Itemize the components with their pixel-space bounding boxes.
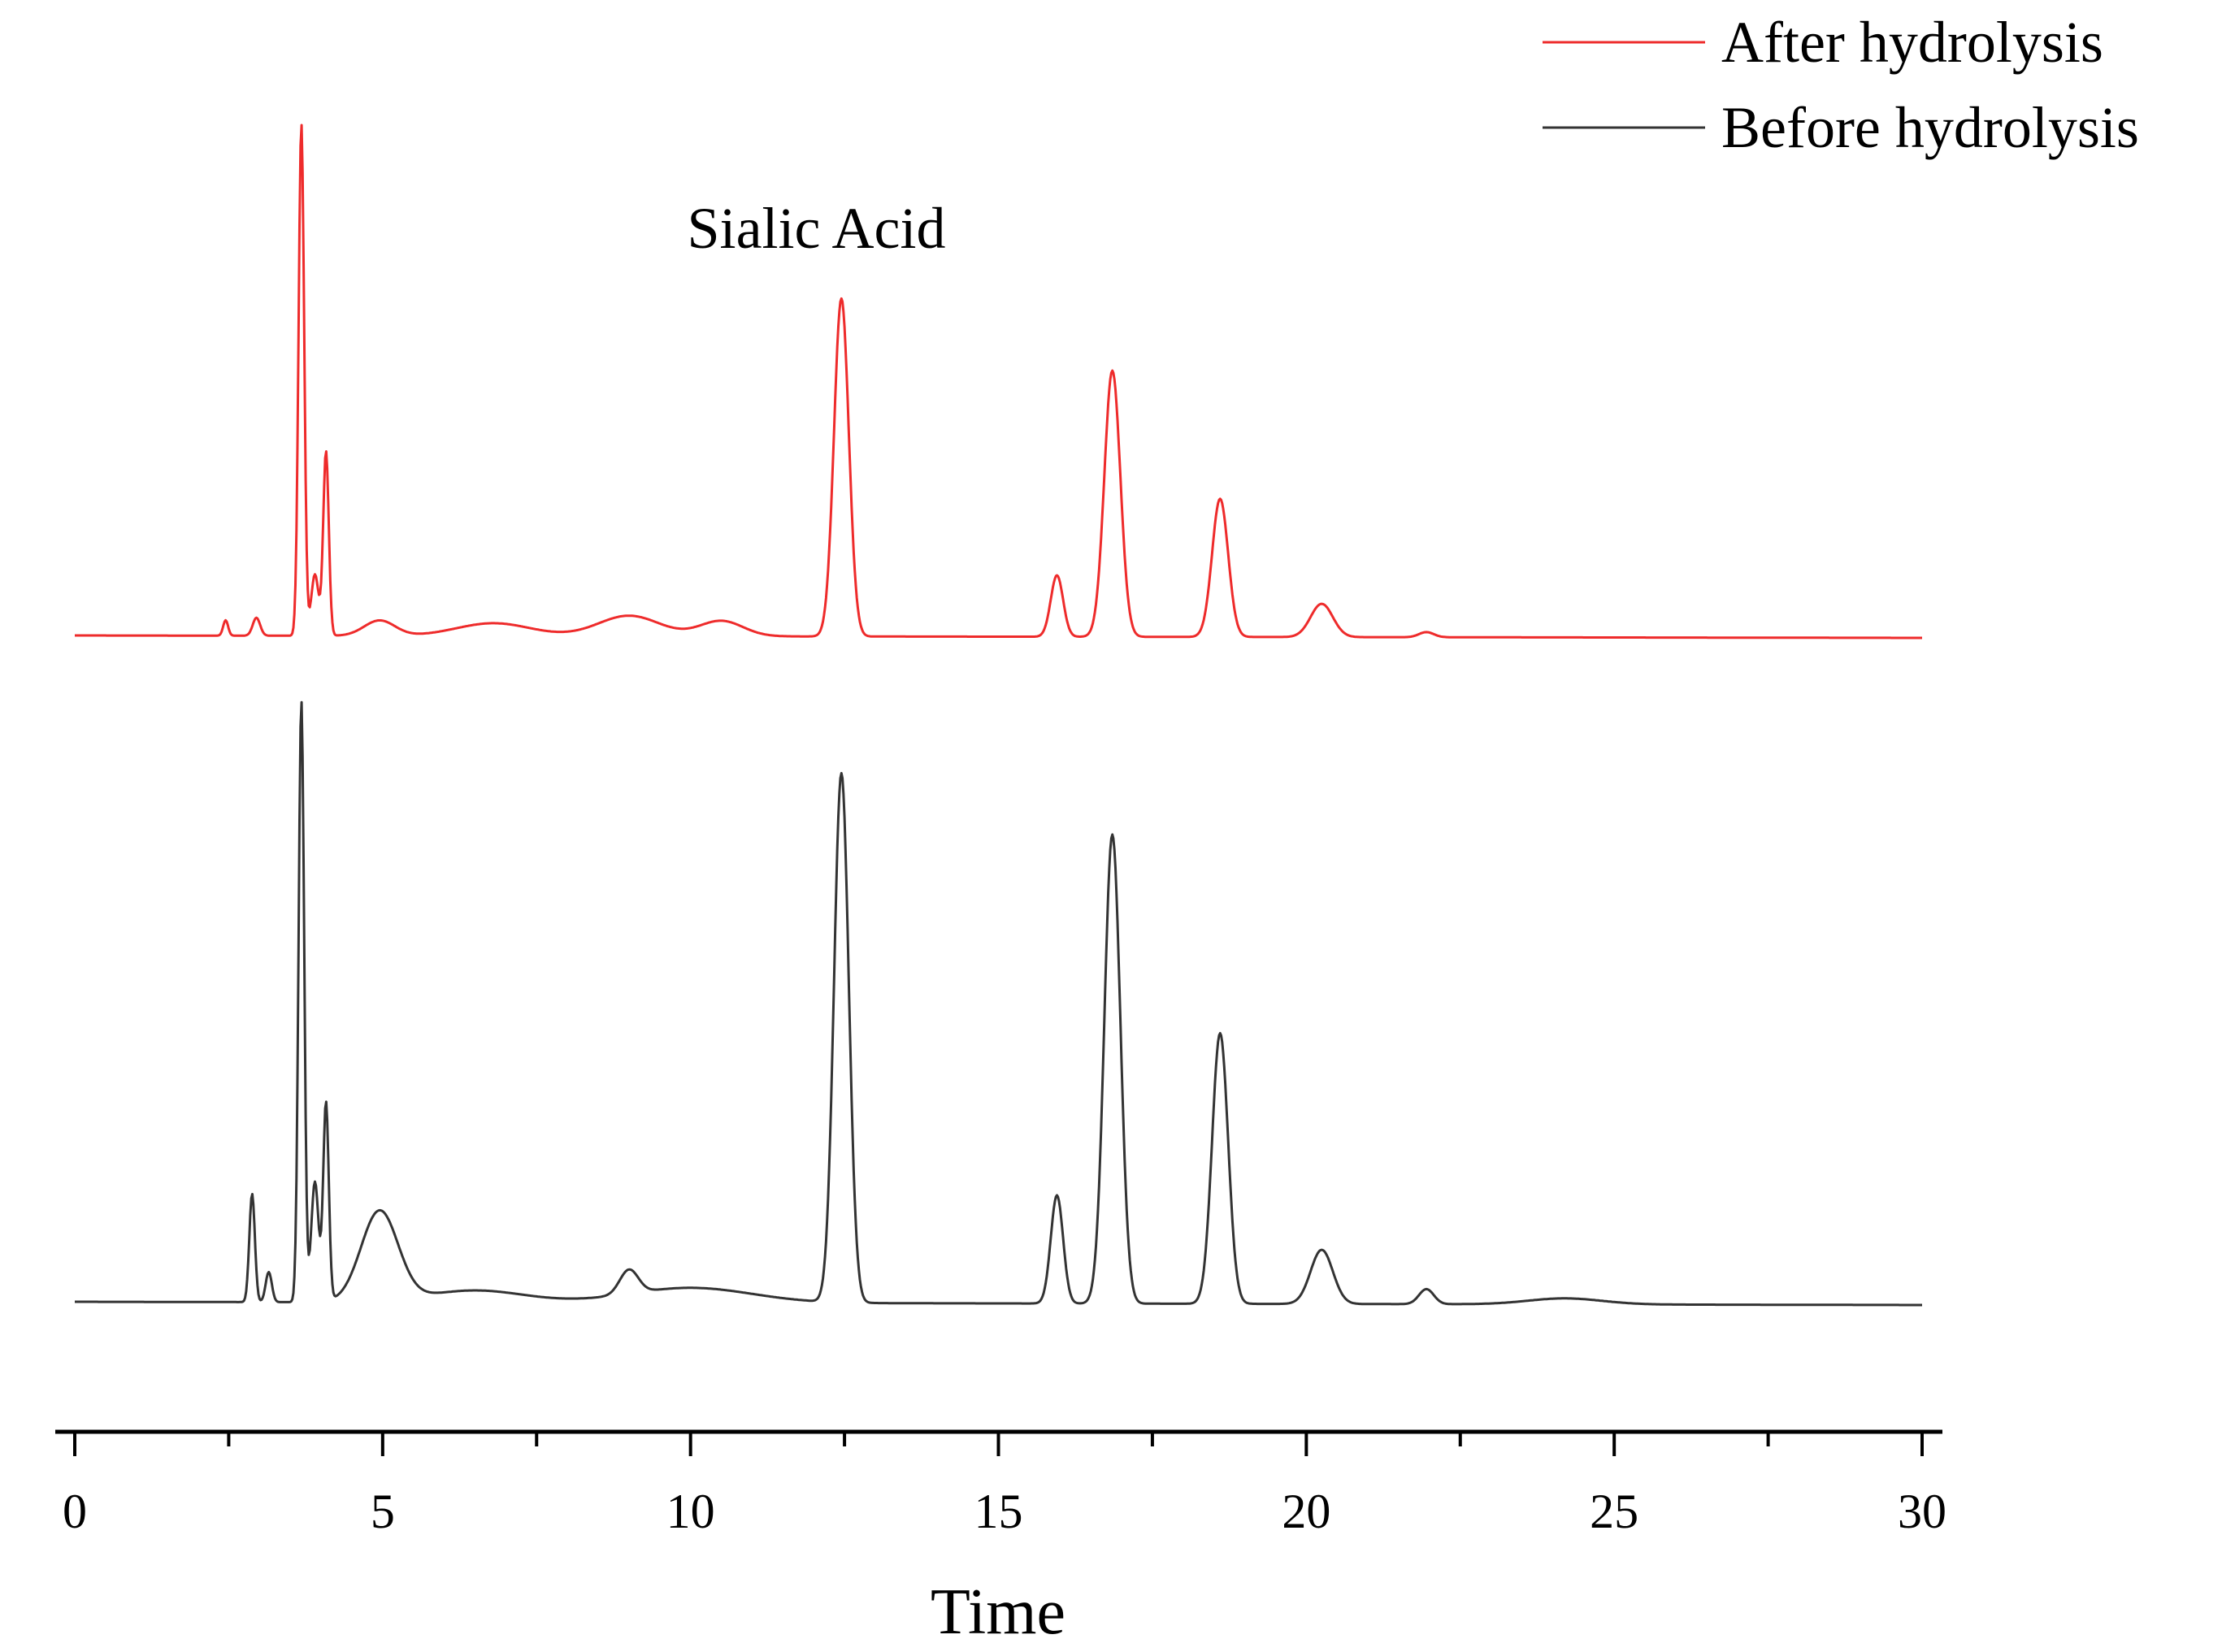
x-ticks: 0 5 10 15 20 25 30 bbox=[63, 1432, 1946, 1538]
x-tick-label: 20 bbox=[1282, 1485, 1330, 1538]
legend-label-before-hydrolysis: Before hydrolysis bbox=[1721, 95, 2139, 160]
x-axis-title: Time bbox=[931, 1576, 1065, 1648]
legend-label-after-hydrolysis: After hydrolysis bbox=[1721, 10, 2103, 75]
x-tick-label: 0 bbox=[63, 1485, 87, 1538]
series-line-after-hydrolysis bbox=[74, 124, 1923, 640]
plot-lines bbox=[74, 124, 1923, 1307]
x-tick-label: 10 bbox=[666, 1485, 715, 1538]
x-tick-label: 25 bbox=[1590, 1485, 1638, 1538]
series-line-before-hydrolysis bbox=[74, 700, 1923, 1307]
x-tick-label: 30 bbox=[1898, 1485, 1946, 1538]
x-tick-label: 5 bbox=[371, 1485, 395, 1538]
sialic-acid-annotation: Sialic Acid bbox=[688, 196, 946, 261]
legend: After hydrolysis Before hydrolysis bbox=[1543, 10, 2139, 160]
x-tick-label: 15 bbox=[974, 1485, 1023, 1538]
